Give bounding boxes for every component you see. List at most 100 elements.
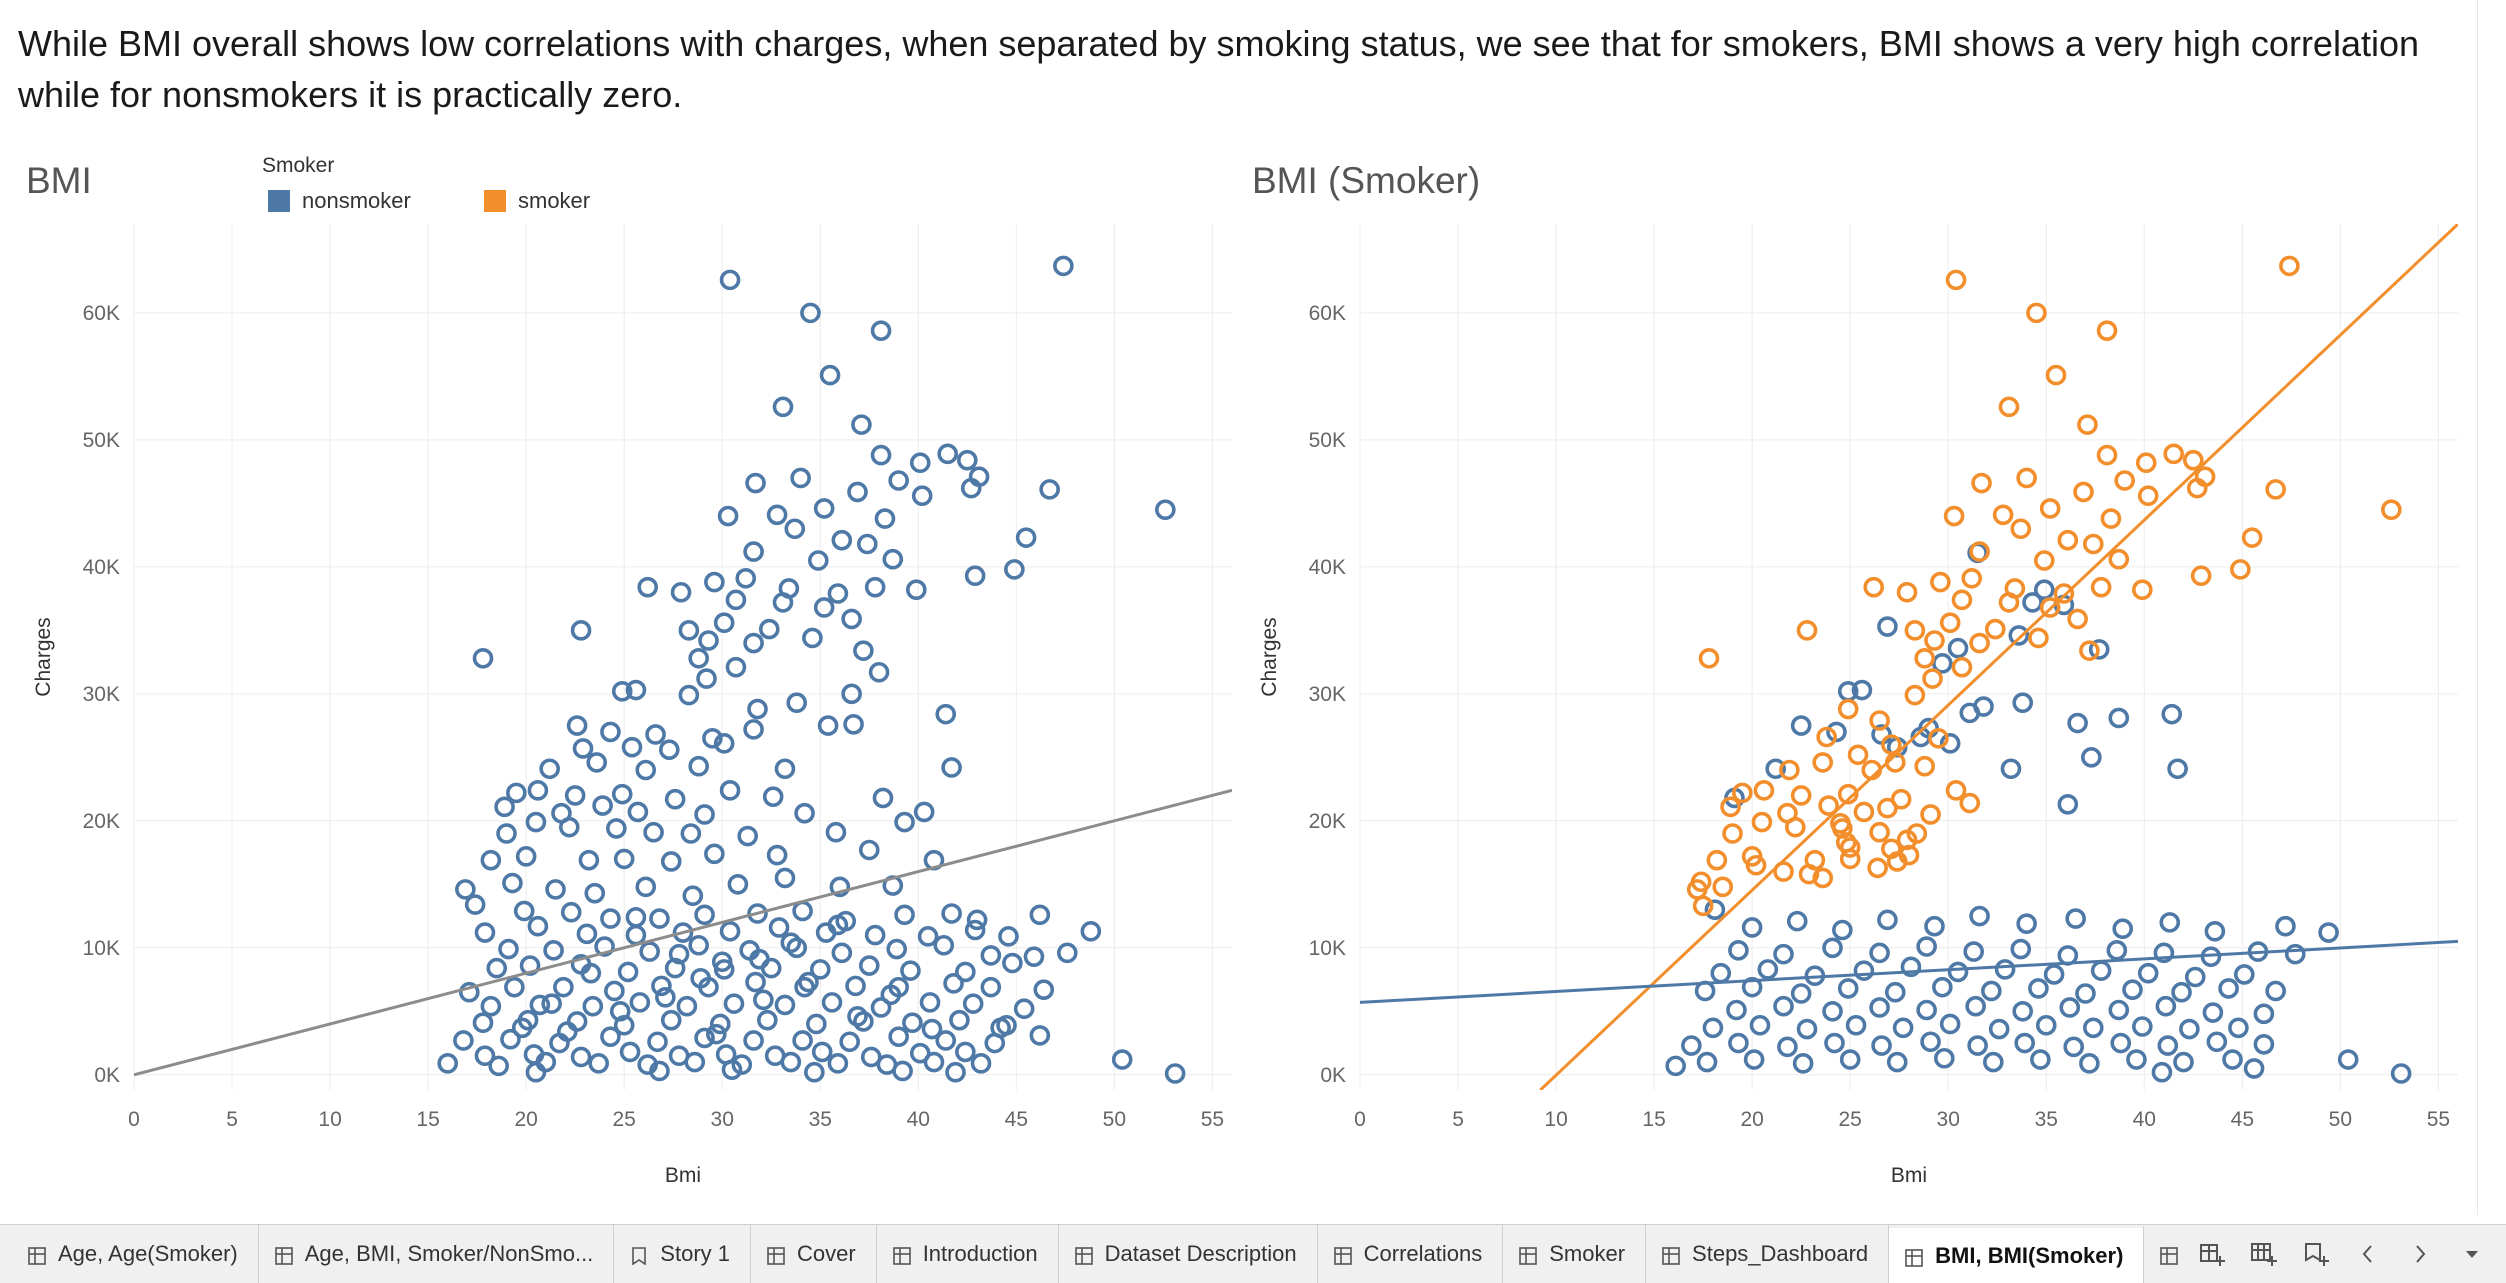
data-point-nonsmoker	[1967, 1035, 1988, 1056]
data-point-nonsmoker	[941, 903, 962, 924]
data-point-nonsmoker	[1004, 559, 1025, 580]
scatter-chart-bmi: 0 5 10 15 20 25 30 35 40 45 50 55 0K 10K 20K 30K 40K 50K 6…	[32, 224, 1232, 1187]
data-point-nonsmoker	[688, 934, 709, 956]
data-point-smoker	[1961, 567, 1983, 589]
data-point-nonsmoker	[717, 505, 739, 527]
tab-dataset-description[interactable]: Dataset Description	[1059, 1225, 1318, 1283]
legend-swatch-smoker	[484, 190, 506, 212]
data-point-nonsmoker	[1777, 1036, 1798, 1058]
tab-a[interactable]: A	[2144, 1225, 2186, 1283]
data-point-nonsmoker	[472, 1012, 494, 1034]
tab-menu-icon[interactable]	[2456, 1238, 2488, 1270]
x-tick-label: 10	[318, 1108, 341, 1131]
plot-area	[1360, 224, 2458, 1090]
data-point-nonsmoker	[868, 661, 890, 683]
data-point-nonsmoker	[807, 550, 829, 571]
tab-introduction[interactable]: Introduction	[877, 1225, 1059, 1283]
sheet-icon	[767, 1245, 785, 1265]
data-point-nonsmoker	[2083, 1017, 2104, 1039]
legend-item-nonsmoker[interactable]: nonsmoker	[268, 188, 411, 214]
data-point-nonsmoker	[702, 727, 723, 749]
data-point-nonsmoker	[1924, 915, 1945, 937]
data-point-nonsmoker	[1965, 995, 1986, 1017]
data-point-smoker	[2033, 550, 2055, 571]
data-point-nonsmoker	[900, 960, 921, 981]
data-point-nonsmoker	[680, 823, 702, 844]
data-point-nonsmoker	[719, 780, 741, 801]
tab-steps-dashboard[interactable]: Steps_Dashboard	[1646, 1225, 1890, 1283]
vertical-scrollbar[interactable]	[2477, 0, 2506, 1215]
data-point-smoker	[2096, 444, 2118, 466]
data-point-nonsmoker	[766, 844, 788, 866]
data-point-nonsmoker	[860, 1046, 882, 1068]
data-point-nonsmoker	[743, 632, 764, 654]
tab-story-1[interactable]: Story 1	[614, 1225, 751, 1283]
data-point-nonsmoker	[719, 920, 741, 942]
new-story-icon[interactable]	[2300, 1238, 2332, 1270]
data-point-nonsmoker	[688, 647, 709, 669]
data-point-nonsmoker	[1994, 959, 2016, 980]
scroll-left-icon[interactable]	[2352, 1238, 2384, 1270]
data-point-nonsmoker	[1111, 1049, 1133, 1070]
data-point-nonsmoker	[1983, 1051, 2004, 1073]
tab-smoker[interactable]: Smoker	[1503, 1225, 1647, 1283]
tab-cover[interactable]: Cover	[751, 1225, 877, 1283]
x-axis-title: Bmi	[665, 1164, 701, 1187]
new-worksheet-icon[interactable]	[2196, 1238, 2228, 1270]
legend-item-smoker[interactable]: smoker	[484, 188, 590, 214]
data-point-nonsmoker	[2008, 625, 2030, 646]
data-point-nonsmoker	[1932, 653, 1953, 674]
data-point-nonsmoker	[1839, 1049, 1861, 1070]
x-tick-label: 50	[1103, 1108, 1126, 1131]
tab-bmi-bmi-smoker[interactable]: BMI, BMI(Smoker)	[1889, 1225, 2145, 1283]
data-point-smoker	[1992, 504, 2014, 526]
new-dashboard-icon[interactable]	[2248, 1238, 2280, 1270]
y-tick-label: 60K	[1309, 302, 1346, 325]
data-point-smoker	[1867, 857, 1888, 879]
data-point-nonsmoker	[809, 959, 831, 980]
data-point-nonsmoker	[792, 1030, 813, 1051]
data-point-smoker	[1869, 821, 1890, 843]
data-point-nonsmoker	[2206, 1031, 2228, 1053]
data-point-smoker	[1922, 668, 1943, 689]
data-point-nonsmoker	[500, 1028, 521, 1050]
data-point-nonsmoker	[804, 1061, 825, 1083]
data-point-nonsmoker	[668, 943, 690, 965]
data-point-nonsmoker	[645, 724, 666, 745]
data-point-nonsmoker	[774, 994, 796, 1016]
scroll-right-icon[interactable]	[2404, 1238, 2436, 1270]
data-point-nonsmoker	[1773, 943, 1794, 965]
data-point-nonsmoker	[541, 993, 562, 1014]
data-point-smoker	[1753, 780, 1775, 801]
data-point-smoker	[1853, 801, 1875, 823]
data-point-nonsmoker	[719, 269, 741, 291]
data-point-nonsmoker	[2151, 1061, 2173, 1083]
data-point-nonsmoker	[639, 941, 660, 962]
data-point-nonsmoker	[774, 758, 796, 780]
tab-correlations[interactable]: Correlations	[1318, 1225, 1504, 1283]
data-point-nonsmoker	[841, 608, 862, 630]
data-point-nonsmoker	[637, 576, 659, 598]
tab-age-bmi-smoker-nonsmo[interactable]: Age, BMI, Smoker/NonSmo...	[259, 1225, 615, 1283]
data-point-smoker	[1959, 792, 1981, 814]
y-tick-label: 40K	[83, 556, 120, 579]
data-point-nonsmoker	[572, 738, 594, 759]
data-point-nonsmoker	[2059, 997, 2081, 1018]
data-point-nonsmoker	[2155, 995, 2177, 1017]
data-point-nonsmoker	[1681, 1035, 1702, 1056]
data-point-nonsmoker	[1886, 1051, 1908, 1073]
data-point-nonsmoker	[704, 571, 725, 593]
y-tick-label: 50K	[83, 429, 120, 452]
data-point-nonsmoker	[1749, 1014, 1771, 1036]
data-point-nonsmoker	[2090, 960, 2112, 981]
data-point-nonsmoker	[455, 879, 476, 900]
data-point-nonsmoker	[2022, 592, 2043, 613]
tab-age-age-smoker[interactable]: Age, Age(Smoker)	[12, 1225, 259, 1283]
data-point-smoker	[1914, 647, 1935, 669]
x-tick-label: 5	[226, 1108, 238, 1131]
data-point-nonsmoker	[845, 975, 866, 997]
data-point-smoker	[1998, 592, 2020, 613]
plot-area	[134, 255, 1232, 1084]
x-tick-label: 0	[128, 1108, 140, 1131]
data-point-nonsmoker	[1013, 998, 1035, 1020]
